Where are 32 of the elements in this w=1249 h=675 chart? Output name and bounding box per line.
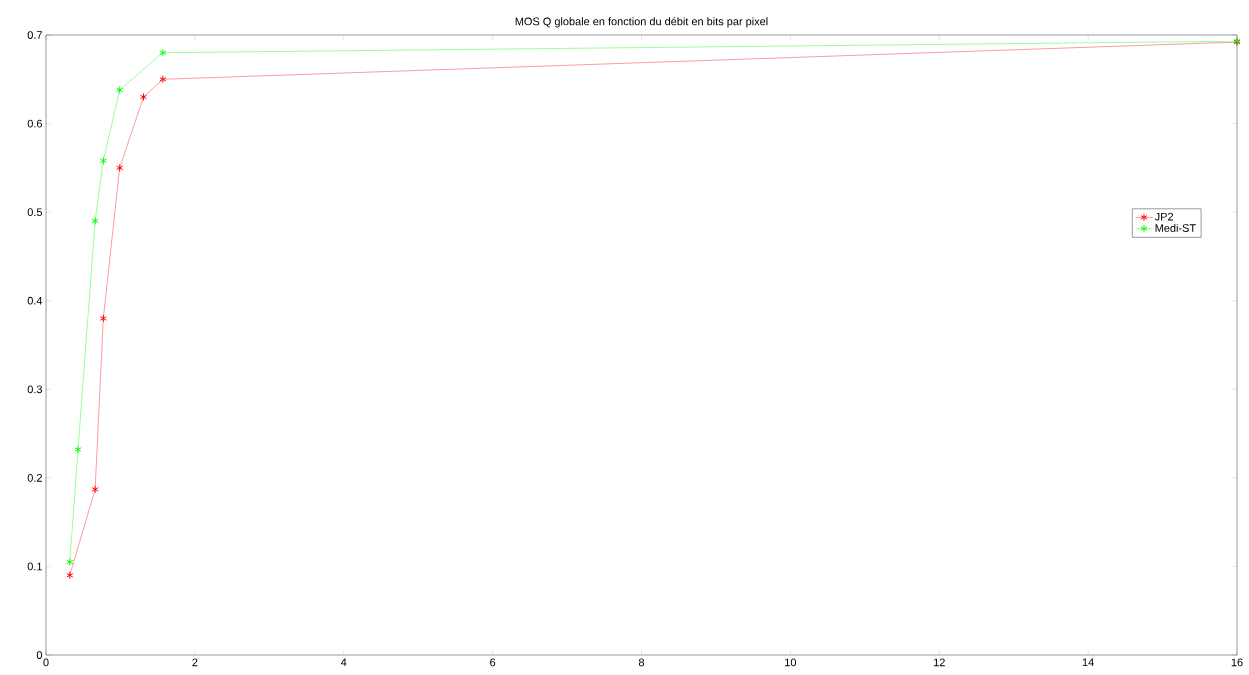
point bbox=[91, 217, 99, 225]
x-tick-label: 10 bbox=[785, 658, 797, 667]
point bbox=[139, 93, 148, 101]
y-tick-label: 0.4 bbox=[27, 296, 43, 305]
point bbox=[74, 445, 82, 454]
x-tick-label: 2 bbox=[192, 658, 198, 667]
point bbox=[99, 314, 107, 323]
point bbox=[116, 85, 124, 94]
x-tick-label: 14 bbox=[1082, 658, 1094, 667]
y-tick-label: 0.5 bbox=[27, 208, 43, 217]
x-tick-label: 0 bbox=[43, 658, 49, 667]
y-tick-label: 0.6 bbox=[27, 119, 42, 128]
chart-title: MOS Q globale en fonction du débit en bits par pixel bbox=[515, 17, 768, 28]
y-tick-label: 0.3 bbox=[27, 385, 42, 394]
point bbox=[159, 75, 167, 84]
point bbox=[66, 571, 74, 580]
point bbox=[91, 485, 99, 494]
point bbox=[116, 163, 124, 172]
point bbox=[159, 48, 167, 57]
point bbox=[99, 156, 107, 165]
x-tick-label: 6 bbox=[490, 658, 496, 667]
y-tick-label: 0.1 bbox=[27, 562, 42, 571]
y-tick-label: 0.2 bbox=[27, 473, 42, 482]
x-tick-label: 4 bbox=[340, 658, 347, 667]
point bbox=[66, 558, 74, 566]
x-tick-label: 12 bbox=[933, 658, 945, 667]
x-tick-label: 8 bbox=[638, 658, 645, 667]
y-tick-label: 0 bbox=[36, 651, 43, 659]
legend-label: JP2 bbox=[1154, 212, 1174, 221]
y-tick-label: 0.7 bbox=[27, 31, 42, 39]
x-tick-label: 16 bbox=[1231, 658, 1243, 667]
legend-label: Medi-ST bbox=[1155, 223, 1196, 232]
